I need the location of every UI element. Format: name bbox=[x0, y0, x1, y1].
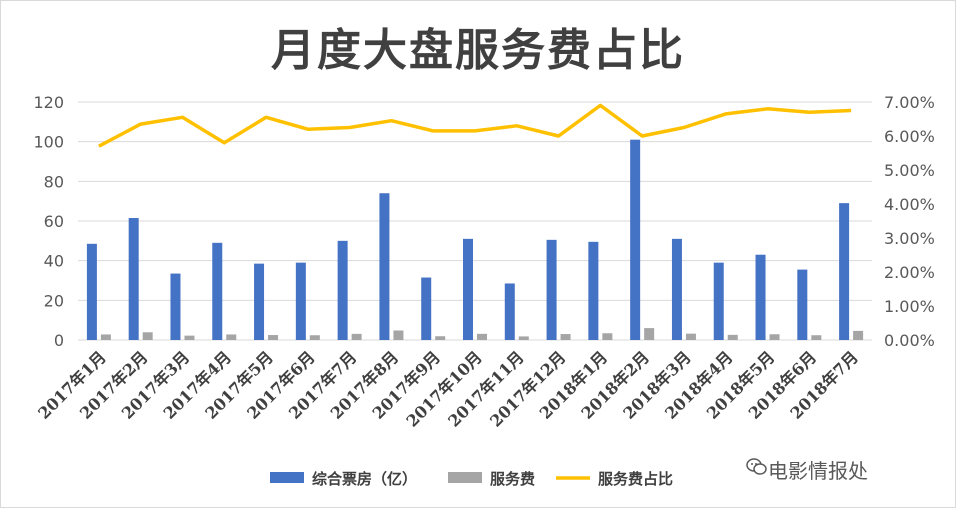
bar-box-office bbox=[546, 239, 557, 340]
bar-service-fee bbox=[685, 333, 696, 340]
chart-title: 月度大盘服务费占比 bbox=[271, 25, 685, 76]
bar-box-office bbox=[295, 262, 306, 340]
bar-service-fee bbox=[811, 335, 822, 340]
bar-box-office bbox=[755, 254, 766, 340]
bar-box-office bbox=[797, 269, 808, 340]
bar-service-fee bbox=[727, 334, 738, 340]
bar-box-office bbox=[379, 193, 390, 340]
legend-box-office-label: 综合票房（亿） bbox=[312, 470, 417, 488]
bar-box-office bbox=[421, 277, 432, 340]
bar-box-office bbox=[839, 203, 850, 340]
bar-service-fee bbox=[769, 334, 780, 340]
bar-box-office bbox=[212, 242, 223, 340]
bar-service-fee bbox=[853, 330, 864, 340]
y-right-tick-label: 6.00% bbox=[884, 127, 935, 146]
bar-service-fee bbox=[435, 336, 446, 340]
y-right-tick-label: 7.00% bbox=[884, 93, 935, 112]
y-right-tick-label: 2.00% bbox=[884, 263, 935, 282]
wechat-icon bbox=[746, 458, 767, 475]
bar-service-fee bbox=[184, 335, 195, 340]
y-right-tick-label: 5.00% bbox=[884, 161, 935, 180]
bar-service-fee bbox=[226, 334, 237, 340]
legend-service-fee-ratio-label: 服务费占比 bbox=[598, 470, 673, 488]
y-left-tick-label: 120 bbox=[33, 93, 64, 112]
bar-service-fee bbox=[351, 333, 362, 340]
legend-service-fee-label: 服务费 bbox=[490, 470, 535, 488]
y-left-tick-label: 80 bbox=[44, 172, 64, 191]
bar-service-fee bbox=[309, 335, 320, 340]
y-left-tick-label: 40 bbox=[44, 252, 64, 271]
bar-box-office bbox=[86, 243, 97, 340]
legend-service-fee-swatch bbox=[448, 472, 482, 483]
bar-box-office bbox=[128, 218, 139, 340]
y-right-tick-label: 0.00% bbox=[884, 331, 935, 350]
bar-service-fee bbox=[518, 336, 529, 340]
bar-service-fee bbox=[560, 334, 571, 340]
bar-box-office bbox=[671, 238, 682, 340]
bar-service-fee bbox=[142, 332, 153, 340]
y-right-tick-label: 4.00% bbox=[884, 195, 935, 214]
y-left-tick-label: 20 bbox=[44, 291, 64, 310]
bar-box-office bbox=[713, 262, 724, 340]
bar-box-office bbox=[254, 263, 265, 340]
bar-box-office bbox=[588, 241, 599, 340]
bar-box-office bbox=[504, 283, 515, 340]
bar-service-fee bbox=[268, 335, 279, 340]
bar-service-fee bbox=[602, 333, 613, 340]
legend-box-office-swatch bbox=[270, 472, 304, 483]
y-right-tick-label: 1.00% bbox=[884, 297, 935, 316]
watermark-text: 电影情报处 bbox=[768, 459, 868, 483]
bar-service-fee bbox=[477, 333, 487, 340]
y-right-tick-label: 3.00% bbox=[884, 229, 935, 248]
line-service-fee-ratio bbox=[98, 103, 852, 148]
bar-service-fee bbox=[100, 334, 111, 340]
bar-service-fee bbox=[644, 328, 655, 340]
bar-box-office bbox=[630, 139, 641, 340]
bar-service-fee bbox=[393, 330, 404, 340]
y-left-tick-label: 0 bbox=[54, 331, 64, 350]
y-left-tick-label: 60 bbox=[44, 212, 64, 231]
bar-box-office bbox=[337, 240, 348, 340]
bar-box-office bbox=[170, 273, 181, 340]
bar-box-office bbox=[463, 238, 473, 340]
y-left-tick-label: 100 bbox=[33, 133, 64, 152]
